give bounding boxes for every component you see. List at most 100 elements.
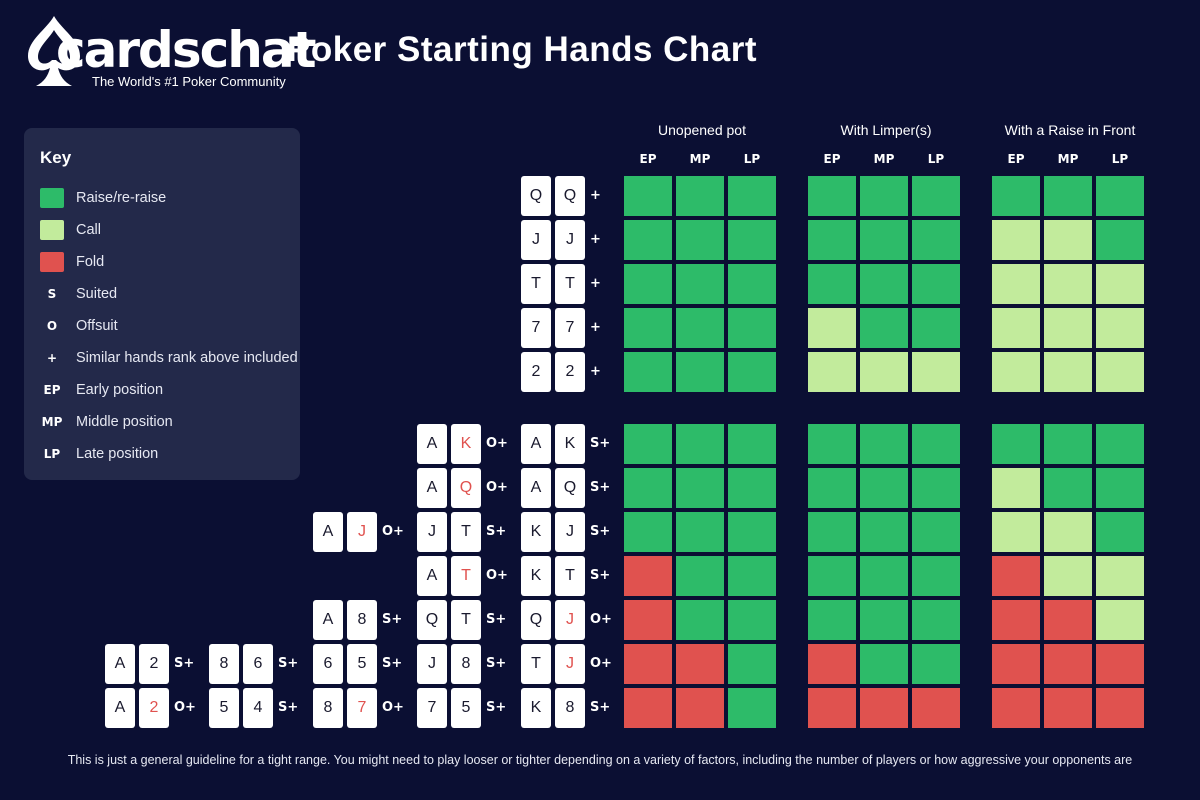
- action-cell-raise: [860, 220, 908, 260]
- position-header-mp: MP: [873, 152, 895, 166]
- key-label: Middle position: [76, 414, 173, 430]
- action-cell-raise: [728, 424, 776, 464]
- action-cell-raise: [728, 220, 776, 260]
- hand-suffix: S+: [486, 524, 507, 539]
- key-symbol: O: [46, 319, 58, 333]
- action-cell-call: [992, 468, 1040, 508]
- key-panel: Key Raise/re-raise Call Fold S Suited O Offsui…: [24, 128, 300, 480]
- key-item: Fold: [40, 251, 104, 273]
- playing-card: A: [313, 600, 343, 640]
- action-cell-raise: [728, 176, 776, 216]
- action-cell-raise: [624, 264, 672, 304]
- action-cell-call: [912, 352, 960, 392]
- playing-card: J: [555, 600, 585, 640]
- action-cell-fold: [1096, 688, 1144, 728]
- action-cell-raise: [728, 308, 776, 348]
- playing-card: A: [417, 468, 447, 508]
- playing-card: 7: [555, 308, 585, 348]
- hand-suffix: S+: [590, 436, 611, 451]
- position-header-lp: LP: [743, 152, 761, 166]
- action-cell-fold: [624, 644, 672, 684]
- playing-card: 7: [417, 688, 447, 728]
- playing-card: T: [451, 600, 481, 640]
- playing-card: T: [521, 644, 551, 684]
- key-item: Call: [40, 219, 101, 241]
- hand-suffix: +: [590, 232, 601, 247]
- key-symbol: S: [47, 287, 57, 301]
- playing-card: T: [451, 556, 481, 596]
- playing-card: A: [417, 556, 447, 596]
- action-cell-call: [1044, 352, 1092, 392]
- action-cell-raise: [676, 468, 724, 508]
- action-cell-fold: [808, 644, 856, 684]
- action-cell-raise: [860, 308, 908, 348]
- hand-suffix: S+: [590, 700, 611, 715]
- hand-suffix: +: [590, 276, 601, 291]
- key-swatch-call: [40, 220, 64, 240]
- action-cell-raise: [676, 600, 724, 640]
- key-item: MP Middle position: [40, 411, 173, 433]
- action-cell-raise: [728, 644, 776, 684]
- action-cell-raise: [912, 644, 960, 684]
- key-item: + Similar hands rank above included: [40, 347, 298, 369]
- playing-card: T: [555, 556, 585, 596]
- playing-card: A: [521, 424, 551, 464]
- playing-card: J: [417, 644, 447, 684]
- position-header-ep: EP: [1007, 152, 1025, 166]
- action-cell-fold: [992, 688, 1040, 728]
- playing-card: T: [521, 264, 551, 304]
- action-cell-raise: [860, 644, 908, 684]
- playing-card: 8: [451, 644, 481, 684]
- key-symbol: +: [46, 351, 58, 365]
- action-cell-raise: [808, 220, 856, 260]
- playing-card: 2: [139, 688, 169, 728]
- hand-suffix: S+: [486, 656, 507, 671]
- playing-card: 5: [347, 644, 377, 684]
- playing-card: J: [555, 220, 585, 260]
- action-cell-raise: [912, 220, 960, 260]
- playing-card: A: [313, 512, 343, 552]
- action-cell-raise: [728, 600, 776, 640]
- action-cell-call: [1044, 308, 1092, 348]
- key-symbol: MP: [41, 415, 63, 429]
- action-cell-raise: [676, 176, 724, 216]
- playing-card: J: [417, 512, 447, 552]
- action-cell-fold: [624, 556, 672, 596]
- key-label: Raise/re-raise: [76, 190, 167, 206]
- action-cell-call: [1096, 352, 1144, 392]
- playing-card: 8: [313, 688, 343, 728]
- key-symbol: LP: [43, 447, 61, 461]
- playing-card: 2: [521, 352, 551, 392]
- key-item: LP Late position: [40, 443, 158, 465]
- action-cell-call: [1096, 556, 1144, 596]
- action-cell-raise: [808, 424, 856, 464]
- key-item: EP Early position: [40, 379, 164, 401]
- action-cell-fold: [860, 688, 908, 728]
- playing-card: 8: [347, 600, 377, 640]
- action-cell-raise: [808, 264, 856, 304]
- hand-suffix: O+: [590, 656, 612, 671]
- action-cell-raise: [860, 600, 908, 640]
- playing-card: 5: [451, 688, 481, 728]
- hand-suffix: S+: [382, 656, 403, 671]
- key-label: Suited: [76, 286, 118, 302]
- hand-suffix: S+: [590, 524, 611, 539]
- playing-card: 7: [521, 308, 551, 348]
- action-cell-call: [1044, 512, 1092, 552]
- action-cell-call: [1096, 264, 1144, 304]
- playing-card: 2: [139, 644, 169, 684]
- playing-card: 4: [243, 688, 273, 728]
- logo-tagline: The World's #1 Poker Community: [92, 74, 286, 89]
- action-cell-raise: [808, 176, 856, 216]
- action-cell-raise: [1096, 468, 1144, 508]
- playing-card: A: [521, 468, 551, 508]
- hand-suffix: +: [590, 320, 601, 335]
- footer-note: This is just a general guideline for a t…: [67, 753, 1133, 767]
- action-cell-raise: [992, 424, 1040, 464]
- action-cell-raise: [624, 424, 672, 464]
- hand-suffix: O+: [486, 480, 508, 495]
- action-cell-call: [992, 352, 1040, 392]
- key-label: Offsuit: [76, 318, 118, 334]
- action-cell-raise: [728, 264, 776, 304]
- action-cell-call: [992, 220, 1040, 260]
